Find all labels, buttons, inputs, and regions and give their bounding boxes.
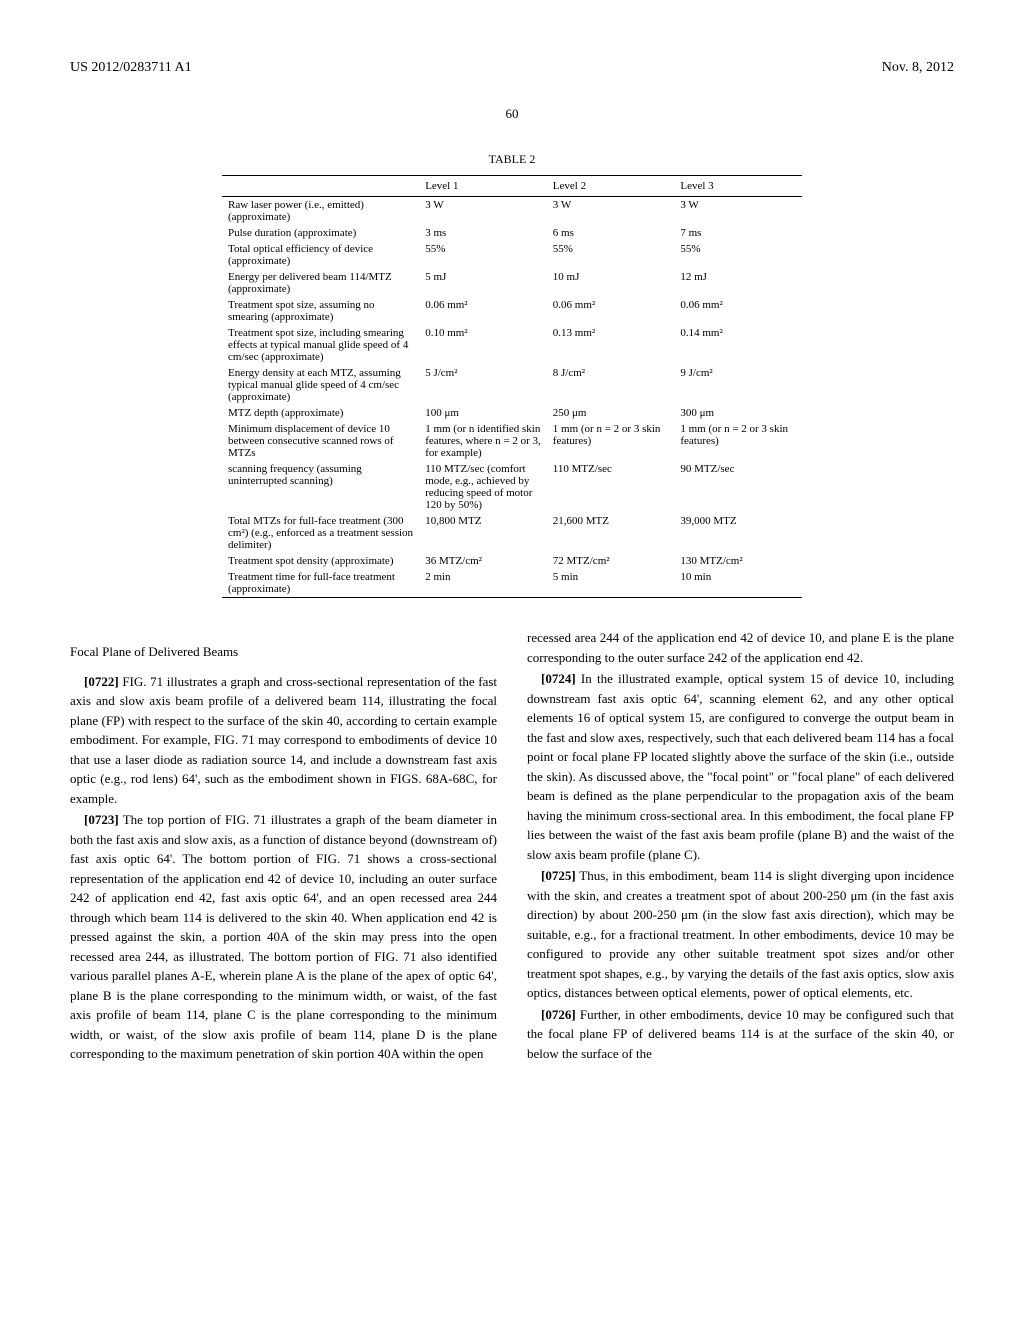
para-number: [0723] [84, 812, 119, 827]
para-text: recessed area 244 of the application end… [527, 630, 954, 665]
table-cell: 36 MTZ/cm² [419, 553, 547, 569]
table-cell: 39,000 MTZ [674, 513, 802, 553]
table-row: Treatment spot size, assuming no smearin… [222, 297, 802, 325]
table-cell: 5 min [547, 569, 675, 598]
table-row: Raw laser power (i.e., emitted) (approxi… [222, 197, 802, 226]
section-heading: Focal Plane of Delivered Beams [70, 642, 497, 662]
table-cell: Energy per delivered beam 114/MTZ (appro… [222, 269, 419, 297]
table-cell: 5 J/cm² [419, 365, 547, 405]
para-number: [0722] [84, 674, 119, 689]
patent-date: Nov. 8, 2012 [882, 60, 954, 76]
table-cell: 1 mm (or n = 2 or 3 skin features) [674, 421, 802, 461]
para-number: [0725] [541, 868, 576, 883]
para-number: [0726] [541, 1007, 576, 1022]
para-number: [0724] [541, 671, 576, 686]
table-cell: Total MTZs for full-face treatment (300 … [222, 513, 419, 553]
table-cell: 55% [547, 241, 675, 269]
table-2: TABLE 2 Level 1 Level 2 Level 3 Raw lase… [222, 152, 802, 598]
para-text: Thus, in this embodiment, beam 114 is sl… [527, 868, 954, 1000]
table-row: Minimum displacement of device 10 betwee… [222, 421, 802, 461]
table-cell: 3 W [547, 197, 675, 226]
table-row: Pulse duration (approximate)3 ms6 ms7 ms [222, 225, 802, 241]
table-cell: 3 ms [419, 225, 547, 241]
page-number: 60 [70, 106, 954, 122]
table-cell: 9 J/cm² [674, 365, 802, 405]
table-cell: Treatment time for full-face treatment (… [222, 569, 419, 598]
table-cell: 90 MTZ/sec [674, 461, 802, 513]
table-row: Treatment spot size, including smearing … [222, 325, 802, 365]
table-cell: 10,800 MTZ [419, 513, 547, 553]
table-cell: 0.10 mm² [419, 325, 547, 365]
para-text: The top portion of FIG. 71 illustrates a… [70, 812, 497, 1061]
table-row: Treatment spot density (approximate)36 M… [222, 553, 802, 569]
table-cell: 5 mJ [419, 269, 547, 297]
table-cell: 0.06 mm² [419, 297, 547, 325]
table-cell: 1 mm (or n identified skin features, whe… [419, 421, 547, 461]
table-cell: 0.13 mm² [547, 325, 675, 365]
table-cell: Total optical efficiency of device (appr… [222, 241, 419, 269]
table-row: Energy per delivered beam 114/MTZ (appro… [222, 269, 802, 297]
table-cell: 10 min [674, 569, 802, 598]
table-cell: 3 W [419, 197, 547, 226]
table-cell: 2 min [419, 569, 547, 598]
table-cell: 21,600 MTZ [547, 513, 675, 553]
table-cell: 7 ms [674, 225, 802, 241]
table-cell: Treatment spot density (approximate) [222, 553, 419, 569]
table-row: MTZ depth (approximate)100 μm250 μm300 μ… [222, 405, 802, 421]
table-row: Total optical efficiency of device (appr… [222, 241, 802, 269]
paragraph: [0722] FIG. 71 illustrates a graph and c… [70, 672, 497, 809]
para-text: In the illustrated example, optical syst… [527, 671, 954, 862]
table-title: TABLE 2 [222, 152, 802, 167]
table-header: Level 2 [547, 176, 675, 197]
paragraph: [0725] Thus, in this embodiment, beam 11… [527, 866, 954, 1003]
table-cell: 0.06 mm² [547, 297, 675, 325]
table-cell: 1 mm (or n = 2 or 3 skin features) [547, 421, 675, 461]
right-column: recessed area 244 of the application end… [527, 628, 954, 1066]
table-cell: 0.06 mm² [674, 297, 802, 325]
table-row: scanning frequency (assuming uninterrupt… [222, 461, 802, 513]
table-header [222, 176, 419, 197]
table-cell: 10 mJ [547, 269, 675, 297]
paragraph: recessed area 244 of the application end… [527, 628, 954, 667]
table-header: Level 3 [674, 176, 802, 197]
table-cell: 0.14 mm² [674, 325, 802, 365]
table-cell: MTZ depth (approximate) [222, 405, 419, 421]
table-row: Energy density at each MTZ, assuming typ… [222, 365, 802, 405]
table-cell: 12 mJ [674, 269, 802, 297]
para-text: Further, in other embodiments, device 10… [527, 1007, 954, 1061]
table-cell: 110 MTZ/sec (comfort mode, e.g., achieve… [419, 461, 547, 513]
table-cell: 250 μm [547, 405, 675, 421]
table-row: Treatment time for full-face treatment (… [222, 569, 802, 598]
table-cell: 100 μm [419, 405, 547, 421]
table-cell: 55% [419, 241, 547, 269]
table-cell: 55% [674, 241, 802, 269]
para-text: FIG. 71 illustrates a graph and cross-se… [70, 674, 497, 806]
table-cell: Minimum displacement of device 10 betwee… [222, 421, 419, 461]
patent-number: US 2012/0283711 A1 [70, 60, 192, 76]
table-cell: scanning frequency (assuming uninterrupt… [222, 461, 419, 513]
table-cell: 300 μm [674, 405, 802, 421]
parameters-table: Level 1 Level 2 Level 3 Raw laser power … [222, 175, 802, 598]
table-cell: 3 W [674, 197, 802, 226]
table-cell: Treatment spot size, including smearing … [222, 325, 419, 365]
table-cell: Treatment spot size, assuming no smearin… [222, 297, 419, 325]
table-cell: Energy density at each MTZ, assuming typ… [222, 365, 419, 405]
table-cell: Raw laser power (i.e., emitted) (approxi… [222, 197, 419, 226]
paragraph: [0723] The top portion of FIG. 71 illust… [70, 810, 497, 1064]
table-header: Level 1 [419, 176, 547, 197]
table-cell: 8 J/cm² [547, 365, 675, 405]
table-cell: 110 MTZ/sec [547, 461, 675, 513]
table-cell: 130 MTZ/cm² [674, 553, 802, 569]
paragraph: [0724] In the illustrated example, optic… [527, 669, 954, 864]
left-column: Focal Plane of Delivered Beams [0722] FI… [70, 628, 497, 1066]
table-cell: 72 MTZ/cm² [547, 553, 675, 569]
paragraph: [0726] Further, in other embodiments, de… [527, 1005, 954, 1064]
table-row: Total MTZs for full-face treatment (300 … [222, 513, 802, 553]
table-cell: Pulse duration (approximate) [222, 225, 419, 241]
table-cell: 6 ms [547, 225, 675, 241]
